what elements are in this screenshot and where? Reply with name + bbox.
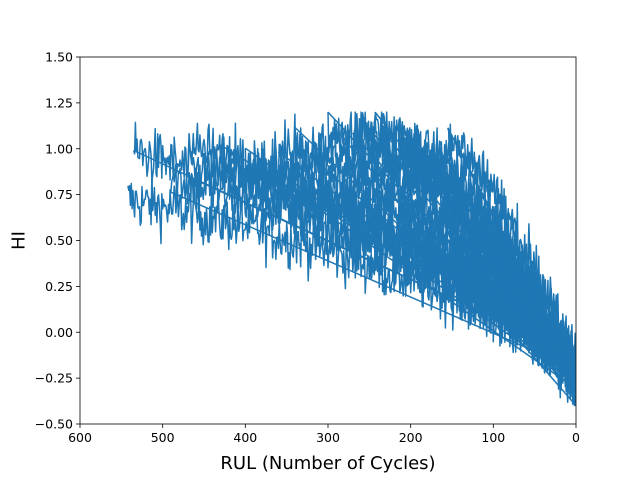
y-tick-label: 1.25 (45, 95, 73, 110)
y-tick-label: 1.50 (45, 50, 73, 65)
x-tick-label: 400 (233, 430, 257, 445)
y-tick-label: 1.00 (45, 141, 73, 156)
x-axis-ticks: 600 500 400 300 200 100 0 (68, 424, 580, 445)
x-tick-label: 300 (316, 430, 340, 445)
trajectory-connector (422, 168, 576, 393)
trajectory-connector (455, 142, 576, 374)
x-tick-label: 200 (399, 430, 423, 445)
y-tick-label: 0.50 (45, 233, 73, 248)
trajectory-connector (170, 191, 576, 370)
series-lines (127, 111, 576, 407)
y-axis-label: HI (8, 231, 29, 250)
x-tick-label: 100 (481, 430, 505, 445)
y-axis-ticks: −0.50 −0.25 0.00 0.25 0.50 0.75 1.00 1.25 1.50 (35, 50, 80, 432)
y-tick-label: 0.25 (45, 279, 73, 294)
y-tick-label: 0.00 (45, 325, 73, 340)
y-tick-label: 0.75 (45, 187, 73, 202)
y-tick-label: −0.25 (35, 371, 73, 386)
x-axis-label: RUL (Number of Cycles) (220, 453, 435, 474)
trajectory-connector (339, 134, 576, 407)
trajectory-connector (447, 127, 576, 383)
trajectory-connector (385, 133, 576, 383)
x-tick-label: 600 (68, 430, 92, 445)
y-tick-label: −0.50 (35, 417, 73, 432)
series-line-trajectory-6 (244, 147, 576, 395)
x-tick-label: 500 (151, 430, 175, 445)
x-tick-label: 0 (572, 430, 580, 445)
series-line-trajectory-22 (455, 137, 576, 392)
